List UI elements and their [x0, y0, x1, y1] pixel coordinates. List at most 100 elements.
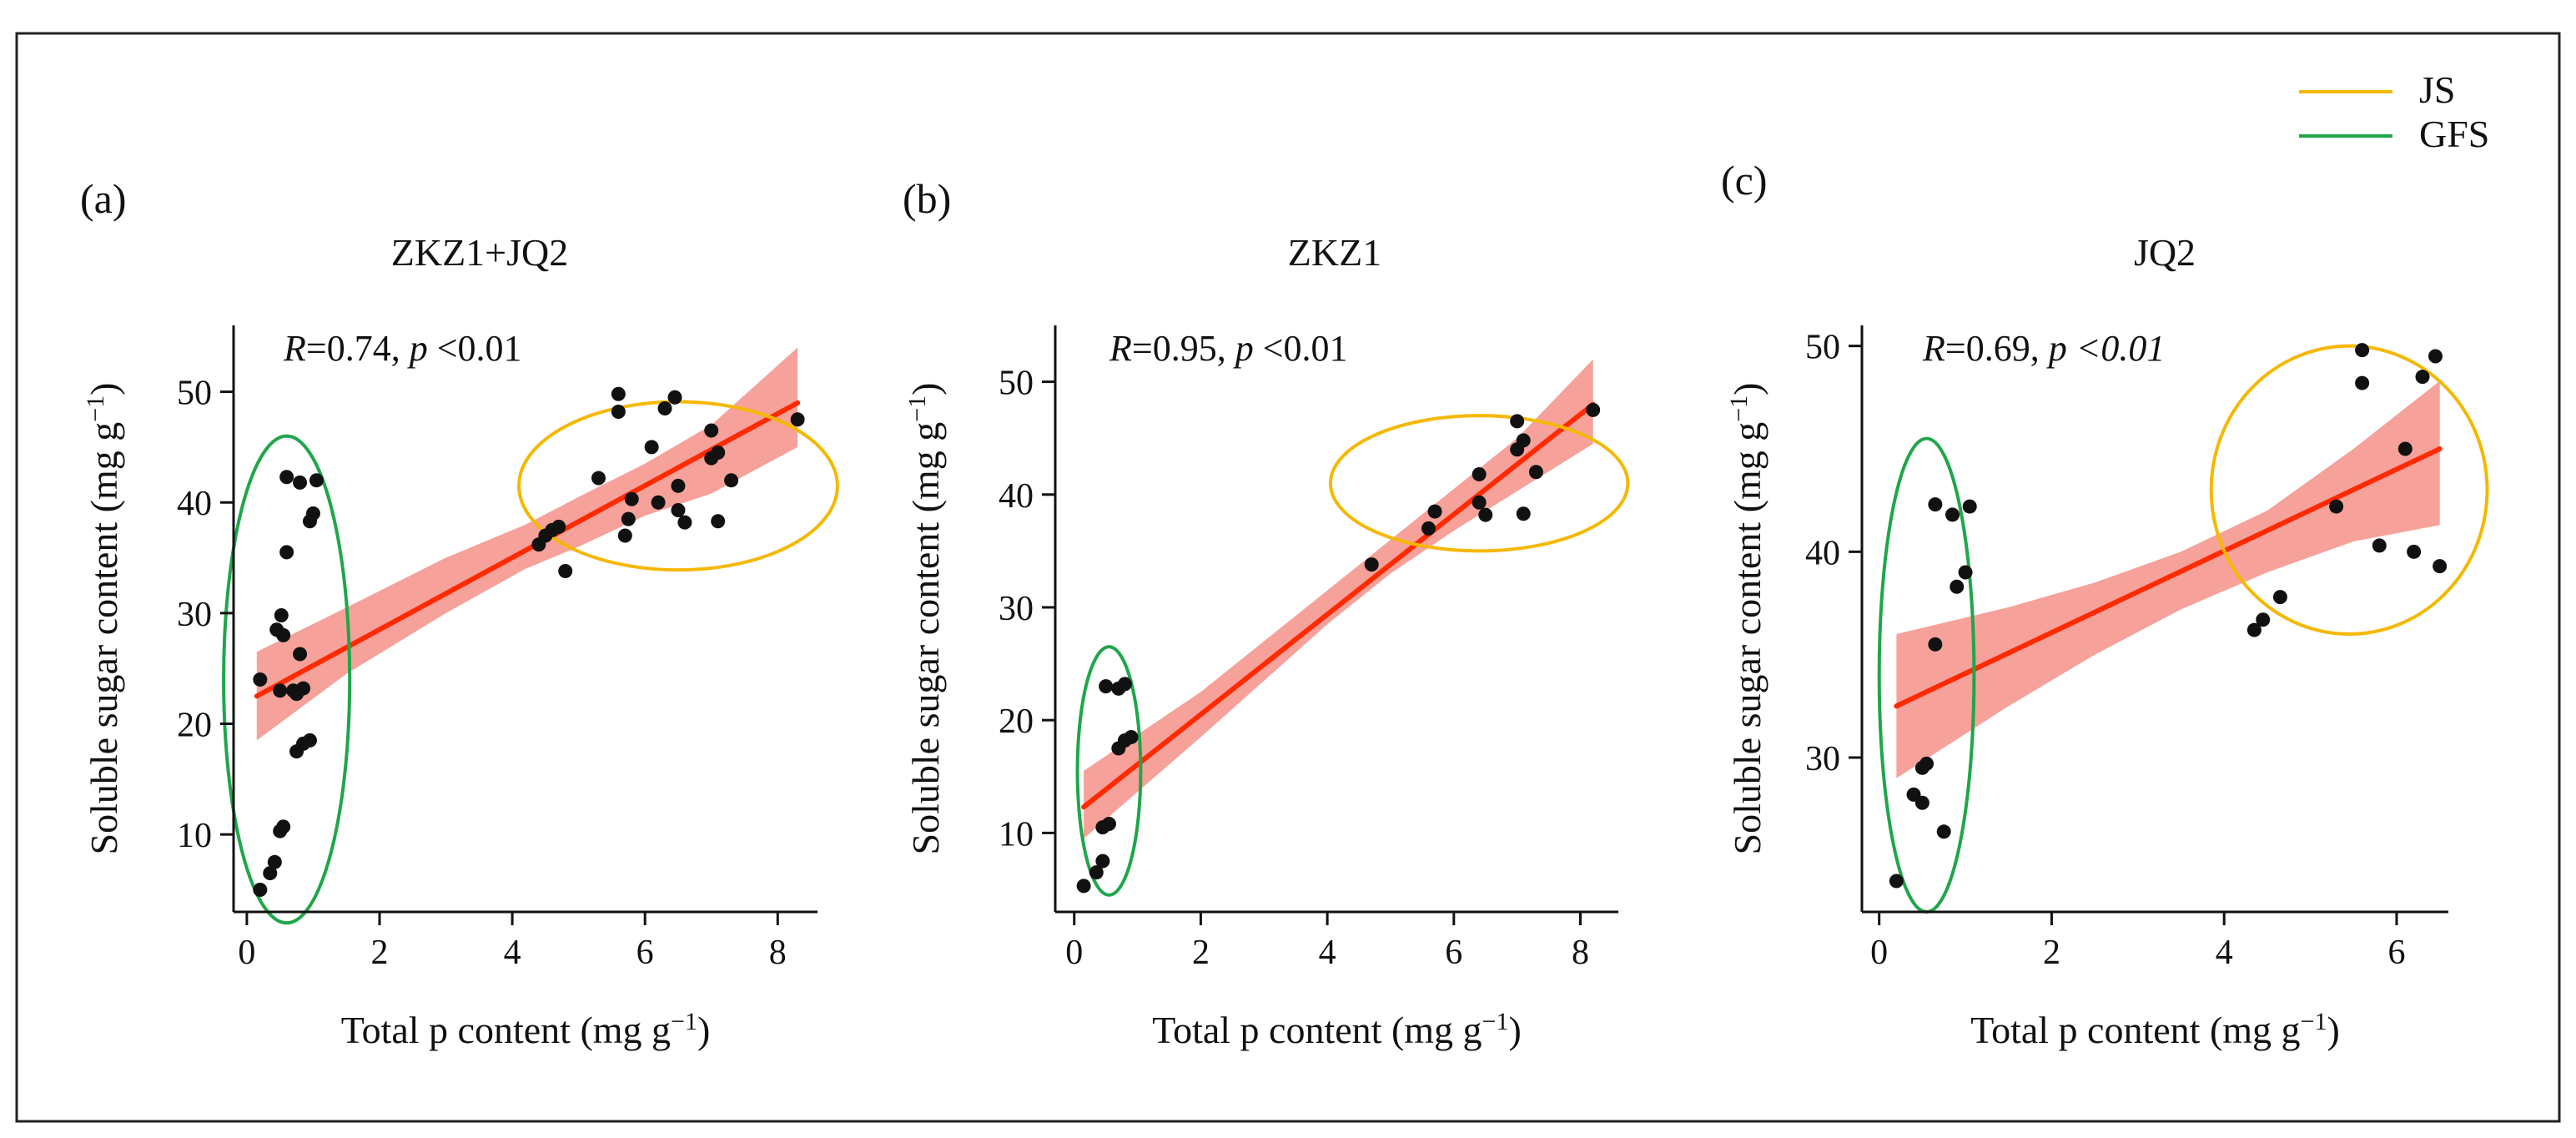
- y-tick-label-b-40: 40: [999, 477, 1034, 516]
- data-point-a-10: [293, 647, 308, 662]
- x-tick-label-a-2: 2: [371, 934, 389, 972]
- y-tick-label-c-30: 30: [1805, 740, 1840, 778]
- data-point-a-17: [279, 545, 294, 560]
- stats-p-symbol-a: p: [407, 328, 428, 369]
- x-tick-label-a-0: 0: [238, 934, 255, 972]
- y-axis-label-close-c: ): [1726, 383, 1768, 395]
- y-tick-label-a-50: 50: [177, 375, 212, 413]
- data-point-c-15: [2329, 499, 2344, 514]
- data-point-b-1: [1089, 865, 1104, 880]
- y-axis-label-b: Soluble sugar content (mg g−1): [903, 383, 948, 855]
- data-point-a-22: [305, 506, 320, 521]
- stats-annotation-c: R=0.69, p <0.01: [1922, 328, 2165, 369]
- x-axis-label-text-a: Total p content (mg g: [341, 1009, 671, 1051]
- y-axis-label-text-a: Soluble sugar content (mg g: [83, 422, 125, 855]
- stats-r-symbol-c: R: [1922, 328, 1945, 369]
- ellipse-gfs-a: [222, 434, 352, 925]
- legend-label-js: JS: [2419, 68, 2455, 111]
- data-point-b-21: [1528, 465, 1543, 480]
- y-tick-label-a-40: 40: [177, 485, 212, 523]
- data-point-a-20: [309, 473, 324, 488]
- data-point-b-11: [1364, 557, 1379, 572]
- stats-p-symbol-b: p: [1233, 328, 1254, 369]
- data-point-b-5: [1099, 679, 1114, 694]
- data-point-a-34: [644, 440, 659, 455]
- stats-r-value-c: =0.69,: [1945, 328, 2049, 369]
- data-point-a-37: [667, 390, 682, 405]
- stats-r-symbol-b: R: [1109, 328, 1132, 369]
- y-tick-label-c-40: 40: [1805, 534, 1840, 572]
- data-point-b-22: [1586, 402, 1601, 417]
- data-point-a-27: [558, 563, 573, 578]
- data-point-a-2: [267, 854, 282, 869]
- y-tick-label-a-30: 30: [177, 596, 212, 634]
- ellipse-js-b: [1328, 414, 1630, 553]
- panel-letter-a: (a): [80, 175, 127, 222]
- x-tick-label-a-6: 6: [636, 934, 654, 972]
- ellipse-js-c: [2209, 344, 2489, 636]
- x-tick-label-c-4: 4: [2216, 934, 2233, 972]
- data-point-c-7: [1928, 497, 1943, 512]
- x-axis-label-exp-c: −1: [2301, 1008, 2327, 1035]
- figure-frame: [15, 32, 2561, 1123]
- data-point-a-5: [253, 672, 268, 687]
- data-point-c-10: [1958, 565, 1973, 580]
- ci-band-b: [1084, 359, 1593, 839]
- data-point-b-7: [1117, 677, 1132, 692]
- data-point-c-6: [1936, 824, 1951, 839]
- data-point-a-28: [591, 471, 606, 486]
- data-point-c-13: [2256, 612, 2271, 627]
- y-tick-label-a-20: 20: [177, 707, 212, 745]
- data-point-a-40: [677, 515, 692, 530]
- data-point-b-19: [1516, 433, 1531, 448]
- data-point-c-5: [1928, 637, 1943, 652]
- stats-p-value-a: <0.01: [428, 328, 522, 369]
- data-point-c-23: [2433, 559, 2448, 574]
- data-point-a-42: [704, 423, 719, 438]
- data-point-a-33: [624, 491, 639, 506]
- data-point-a-29: [611, 386, 626, 401]
- data-point-a-35: [651, 495, 666, 510]
- y-axis-label-exp-c: −1: [1725, 395, 1753, 422]
- x-tick-label-c-6: 6: [2387, 934, 2405, 972]
- data-point-b-20: [1516, 506, 1531, 521]
- y-axis-label-text-b: Soluble sugar content (mg g: [904, 422, 947, 855]
- data-point-c-14: [2272, 590, 2287, 605]
- y-axis-label-exp-a: −1: [82, 395, 109, 422]
- stats-p-symbol-c: p: [2046, 328, 2067, 369]
- y-tick-label-b-50: 50: [999, 365, 1034, 403]
- fit-line-b: [1081, 401, 1596, 810]
- panel-letter-b: (b): [903, 175, 951, 222]
- y-axis-label-c: Soluble sugar content (mg g−1): [1725, 383, 1769, 855]
- fit-line-a: [254, 400, 801, 699]
- data-point-c-12: [2246, 622, 2262, 637]
- data-point-c-21: [2415, 370, 2430, 385]
- x-axis-label-exp-b: −1: [1482, 1008, 1509, 1035]
- panel-letter-c: (c): [1721, 157, 1768, 204]
- data-point-b-10: [1124, 729, 1139, 744]
- data-point-a-39: [671, 478, 686, 493]
- data-point-b-17: [1510, 414, 1525, 429]
- data-point-c-16: [2355, 343, 2370, 358]
- x-axis-label-text-b: Total p content (mg g: [1152, 1009, 1482, 1051]
- y-tick-label-b-30: 30: [999, 590, 1034, 628]
- data-point-c-17: [2355, 375, 2370, 390]
- data-point-b-4: [1101, 817, 1116, 832]
- data-point-b-13: [1427, 504, 1442, 519]
- data-point-a-44: [711, 514, 726, 529]
- stats-p-value-b: <0.01: [1254, 328, 1348, 369]
- x-tick-label-b-0: 0: [1065, 934, 1083, 972]
- panel-c: 0 2 4 6 30 40 50 (c) JQ2 R=0.69, p <0.01 Total p c…: [1721, 157, 2489, 1051]
- data-point-a-0: [253, 882, 268, 897]
- data-point-a-32: [621, 511, 636, 526]
- y-axis-label-close-b: ): [904, 383, 947, 395]
- data-point-c-0: [1889, 874, 1904, 889]
- y-tick-label-b-10: 10: [999, 815, 1034, 854]
- data-point-a-1: [263, 866, 278, 881]
- x-axis-label-exp-a: −1: [671, 1008, 697, 1035]
- y-axis-label-text-c: Soluble sugar content (mg g: [1726, 422, 1768, 855]
- data-point-a-26: [551, 519, 566, 534]
- y-tick-label-a-10: 10: [177, 817, 212, 855]
- stats-r-symbol-a: R: [283, 328, 306, 369]
